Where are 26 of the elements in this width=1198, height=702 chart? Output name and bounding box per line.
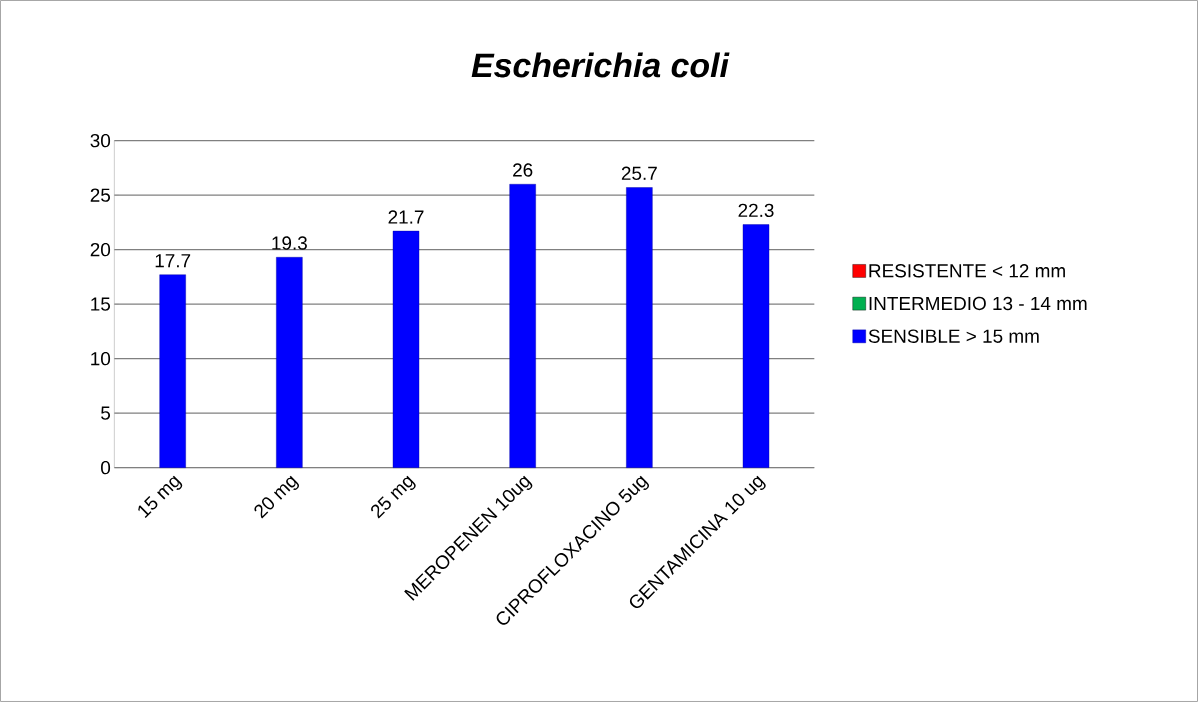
- y-tick-label: 15: [91, 297, 111, 311]
- legend-label: SENSIBLE > 15 mm: [868, 329, 1039, 343]
- legend-label: RESISTENTE < 12 mm: [869, 264, 1065, 278]
- chart-title: Escherichia coli: [471, 52, 730, 78]
- data-label: 21.7: [388, 210, 424, 224]
- bar: [392, 230, 420, 468]
- y-tick-label: 10: [91, 351, 111, 366]
- bar: [742, 224, 770, 468]
- y-tick-label: 0: [101, 460, 111, 475]
- data-label: 25.7: [621, 166, 657, 180]
- y-tick-label: 20: [90, 242, 111, 257]
- bar: [276, 257, 303, 468]
- data-label: 19.3: [272, 236, 307, 250]
- data-label: 26: [513, 163, 533, 177]
- bar: [509, 184, 536, 468]
- x-tick-label: 25 mg: [371, 475, 416, 519]
- legend-label: INTERMEDIO 13 - 14 mm: [869, 296, 1087, 311]
- y-tick-label: 5: [101, 406, 111, 420]
- data-label: 22.3: [738, 203, 774, 218]
- bar: [626, 187, 653, 468]
- y-tick-label: 30: [90, 133, 111, 148]
- y-tick-label: 25: [90, 188, 111, 202]
- bar: [159, 274, 186, 468]
- x-tick-label: 20 mg: [254, 475, 300, 519]
- x-tick-label: 15 mg: [138, 475, 183, 519]
- data-label: 17.7: [155, 254, 191, 268]
